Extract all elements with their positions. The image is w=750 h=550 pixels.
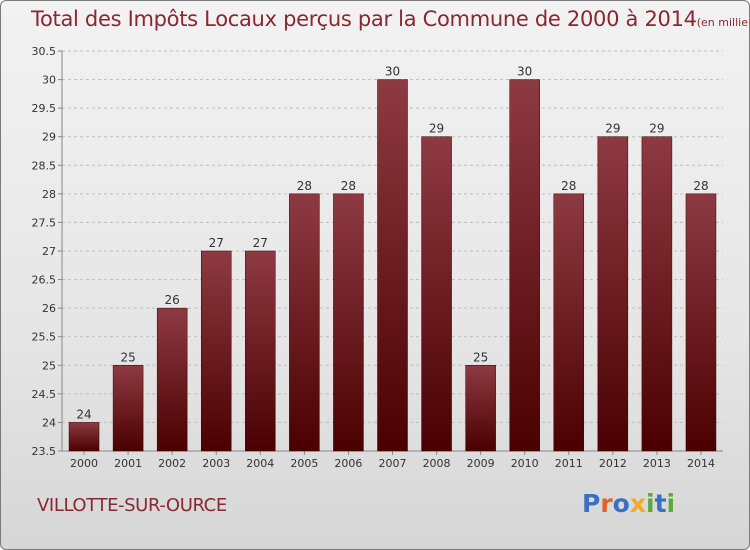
data-label: 27	[253, 236, 268, 250]
y-tick-label: 25	[42, 359, 56, 372]
y-tick-label: 26	[42, 302, 56, 315]
bar	[421, 136, 452, 452]
y-tick-label: 25.5	[32, 331, 57, 344]
bar	[245, 250, 276, 452]
x-tick-label: 2007	[379, 457, 407, 470]
data-label: 28	[693, 179, 708, 193]
bars	[68, 79, 717, 452]
y-tick-labels: 23.5 24 24.5 25 25.5 26 26.5 27 27.5 28 28.5 29 29.5…	[32, 45, 57, 458]
x-tick-label: 2000	[70, 457, 98, 470]
bar	[200, 250, 232, 452]
x-tick-label: 2001	[114, 457, 142, 470]
data-label: 25	[473, 350, 488, 364]
y-tick-label: 26.5	[32, 274, 57, 287]
y-tick-label: 30.5	[32, 45, 57, 58]
y-tick-label: 30	[42, 74, 56, 87]
x-tick-label: 2011	[555, 457, 583, 470]
bar	[68, 422, 100, 452]
data-label: 29	[649, 122, 664, 136]
x-tick-label: 2003	[202, 457, 230, 470]
x-tick-label: 2008	[423, 457, 451, 470]
y-tick-label: 24	[42, 416, 56, 429]
x-tick-label: 2014	[687, 457, 715, 470]
x-tick-label: 2009	[467, 457, 495, 470]
data-label: 26	[165, 293, 180, 307]
y-tick-label: 23.5	[32, 445, 57, 458]
bar	[597, 136, 629, 452]
y-tick-label: 24.5	[32, 388, 57, 401]
y-tick-label: 29.5	[32, 102, 57, 115]
y-tick-label: 29	[42, 131, 56, 144]
proxiti-logo: Proxiti	[582, 489, 675, 518]
data-label: 25	[120, 350, 135, 364]
bar	[112, 365, 144, 452]
y-tick-label: 27.5	[32, 216, 57, 229]
data-label: 24	[76, 407, 91, 421]
data-label: 28	[561, 179, 576, 193]
bar	[377, 79, 408, 452]
data-label: 30	[385, 65, 400, 79]
chart-title: Total des Impôts Locaux perçus par la Co…	[31, 7, 749, 31]
chart-title-unit: (en milliers d'€)	[696, 16, 749, 29]
bar	[289, 193, 320, 452]
bar	[641, 136, 673, 452]
logo-letter: P	[582, 489, 601, 518]
bar	[509, 79, 540, 452]
y-tick-label: 28.5	[32, 159, 57, 172]
data-label: 28	[341, 179, 356, 193]
y-tick-label: 27	[42, 245, 56, 258]
x-tick-labels: 2000 2001 2002 2003 2004 2005 2006 2007 2008 2009…	[70, 457, 715, 470]
x-tick-label: 2013	[643, 457, 671, 470]
y-tick-label: 28	[42, 188, 56, 201]
logo-letter: i	[666, 489, 676, 518]
logo-letter: t	[654, 489, 667, 518]
data-label: 30	[517, 65, 532, 79]
data-labels: 24 25 26 27 27 28 28 30 29 25 30 28 29 29 28	[76, 65, 708, 422]
x-tick-label: 2012	[599, 457, 627, 470]
x-tick-label: 2004	[246, 457, 274, 470]
bar	[156, 307, 188, 452]
bar	[333, 193, 364, 452]
data-label: 27	[209, 236, 224, 250]
logo-letter: o	[612, 489, 630, 518]
data-label: 29	[429, 122, 444, 136]
logo-letter: x	[629, 489, 646, 518]
commune-name: VILLOTTE-SUR-OURCE	[37, 495, 227, 516]
x-tick-label: 2002	[158, 457, 186, 470]
logo-letter: i	[646, 489, 655, 518]
bar	[465, 365, 496, 452]
bar	[685, 193, 717, 452]
data-label: 28	[297, 179, 312, 193]
x-tick-label: 2006	[334, 457, 362, 470]
logo-letter: r	[600, 489, 613, 518]
x-tick-label: 2010	[511, 457, 539, 470]
data-label: 29	[605, 122, 620, 136]
chart-title-main: Total des Impôts Locaux perçus par la Co…	[31, 7, 697, 31]
x-tick-label: 2005	[290, 457, 318, 470]
bar	[553, 193, 585, 452]
